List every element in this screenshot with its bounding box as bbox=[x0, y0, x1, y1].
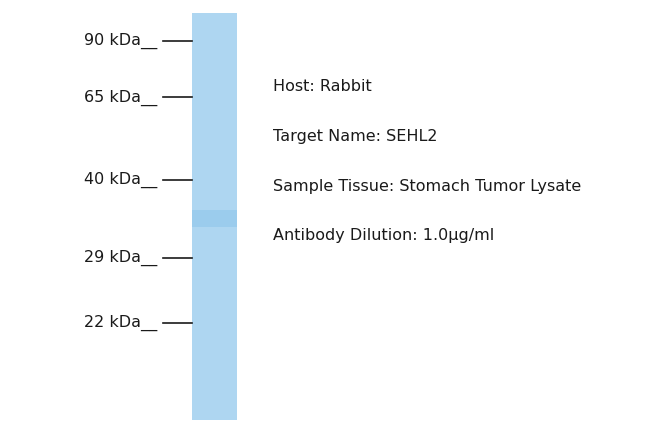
Text: 40 kDa__: 40 kDa__ bbox=[84, 171, 157, 188]
Text: Antibody Dilution: 1.0μg/ml: Antibody Dilution: 1.0μg/ml bbox=[273, 229, 494, 243]
Text: Target Name: SEHL2: Target Name: SEHL2 bbox=[273, 129, 437, 144]
Bar bbox=[192, 210, 237, 227]
Text: 22 kDa__: 22 kDa__ bbox=[84, 314, 157, 331]
Text: 65 kDa__: 65 kDa__ bbox=[84, 89, 157, 106]
Text: Host: Rabbit: Host: Rabbit bbox=[273, 79, 372, 94]
Text: Sample Tissue: Stomach Tumor Lysate: Sample Tissue: Stomach Tumor Lysate bbox=[273, 179, 581, 194]
Bar bbox=[192, 13, 237, 420]
Text: 90 kDa__: 90 kDa__ bbox=[84, 33, 157, 49]
Text: 29 kDa__: 29 kDa__ bbox=[84, 249, 157, 266]
